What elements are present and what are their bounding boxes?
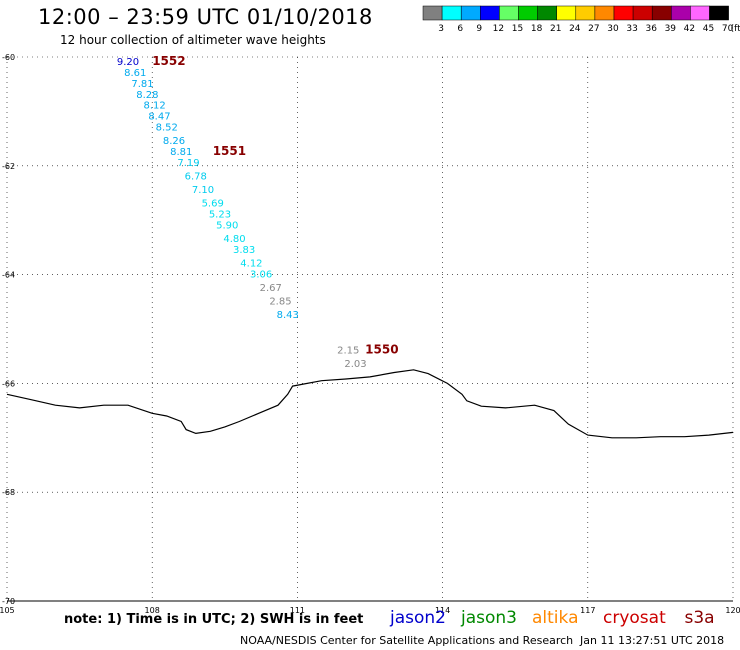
- wave-height-label: 4.80: [223, 234, 245, 245]
- legend-swatch: [480, 5, 500, 21]
- legend-label: 33: [626, 24, 637, 34]
- wave-height-label: 3.06: [250, 269, 272, 280]
- y-tick-label: -66: [2, 379, 15, 388]
- credit-text: NOAA/NESDIS Center for Satellite Applica…: [240, 634, 574, 647]
- wave-height-label: 8.47: [148, 112, 170, 123]
- legend-swatch: [499, 5, 519, 21]
- coastline: [6, 369, 734, 439]
- legend-label: 3: [438, 24, 444, 34]
- generated-timestamp: Jan 11 13:27:51 UTC 2018: [580, 634, 725, 647]
- legend-label: 70: [722, 24, 734, 34]
- wave-height-label: 8.28: [136, 90, 158, 101]
- wave-height-label: 9.20: [117, 57, 139, 68]
- wave-height-label: 8.61: [124, 68, 146, 79]
- satellite-altika: altika: [532, 608, 579, 628]
- wave-height-label: 8.26: [163, 136, 185, 147]
- legend-label: 15: [512, 24, 523, 34]
- x-tick-label: 105: [0, 606, 15, 615]
- legend-swatch: [518, 5, 538, 21]
- legend-swatch: [422, 5, 443, 21]
- pass-labels: 1552 1551 1550: [152, 54, 398, 356]
- y-tick-label: -64: [2, 271, 15, 280]
- satellite-jason2: jason2: [390, 608, 446, 628]
- wave-height-label: 7.10: [192, 185, 214, 196]
- map-title: 12:00 – 23:59 UTC 01/10/2018: [38, 5, 373, 29]
- legend-swatch: [690, 5, 710, 21]
- legend-label: 9: [476, 24, 482, 34]
- legend-swatch: [537, 5, 557, 21]
- legend-swatch: [709, 5, 729, 21]
- axis-labels: 105 108 111 114 117 120 -60 -62 -64 -66 -68 -70: [0, 53, 740, 615]
- legend-swatch: [594, 5, 615, 21]
- map-subtitle: 12 hour collection of altimeter wave hei…: [60, 33, 326, 47]
- wave-height-label: 8.81: [170, 147, 192, 158]
- y-tick-label: -60: [2, 53, 15, 62]
- wave-height-label: 2.15: [337, 345, 359, 356]
- wave-height-label: 2.85: [269, 297, 291, 308]
- wave-height-label: 7.19: [177, 158, 199, 169]
- legend-swatch: [556, 5, 577, 21]
- legend-swatch: [613, 5, 634, 21]
- wave-height-label: 2.67: [260, 283, 282, 294]
- legend-label: 39: [665, 24, 677, 34]
- legend-swatch: [632, 5, 653, 21]
- x-tick-label: 120: [725, 606, 740, 615]
- wave-height-label: 5.90: [216, 220, 238, 231]
- legend-label: 36: [645, 24, 657, 34]
- legend-label: 30: [607, 24, 619, 34]
- wave-height-label: 8.43: [277, 310, 299, 321]
- x-tick-label: 108: [145, 606, 160, 615]
- legend-label: 27: [588, 24, 599, 34]
- wave-height-label: 3.83: [233, 245, 255, 256]
- satellite-cryosat: cryosat: [603, 608, 666, 628]
- legend-swatch: [460, 5, 481, 21]
- x-tick-label: 114: [435, 606, 450, 615]
- wave-height-label: 5.23: [209, 209, 231, 220]
- wave-height-label: 6.78: [185, 171, 207, 182]
- legend-swatch: [651, 5, 672, 21]
- x-tick-label: 111: [290, 606, 305, 615]
- legend-swatch: [671, 5, 691, 21]
- legend-label: 42: [684, 24, 695, 34]
- legend-swatch: [575, 5, 596, 21]
- y-tick-label: -68: [2, 488, 15, 497]
- legend-label: 12: [493, 24, 504, 34]
- wave-height-labels: 9.208.617.818.288.128.478.52 8.268.817.19…: [117, 57, 367, 370]
- footer-note: note: 1) Time is in UTC; 2) SWH is in fe…: [64, 612, 364, 627]
- y-tick-label: -62: [2, 162, 15, 171]
- wave-height-label: 4.12: [240, 258, 262, 269]
- wave-height-label: 2.03: [344, 359, 366, 370]
- legend-label: 24: [569, 24, 581, 34]
- legend-label: 18: [531, 24, 543, 34]
- coastline-path: [6, 369, 734, 439]
- y-tick-label: -70: [2, 597, 15, 606]
- legend-label: 6: [457, 24, 463, 34]
- pass-label: 1551: [213, 144, 246, 158]
- wave-height-label: 8.12: [143, 101, 165, 112]
- wave-height-label: 8.52: [156, 122, 178, 133]
- x-tick-label: 117: [580, 606, 595, 615]
- lat-lon-grid: [6, 56, 734, 602]
- wave-height-label: 5.69: [202, 199, 224, 210]
- legend-label: 21: [550, 24, 561, 34]
- wave-height-label: 7.81: [131, 79, 153, 90]
- legend-swatch: [441, 5, 462, 21]
- legend-label: 45: [703, 24, 714, 34]
- satellite-s3a: s3a: [684, 608, 715, 628]
- legend-unit: (ft): [731, 24, 740, 34]
- satellite-jason3: jason3: [461, 608, 517, 628]
- pass-label: 1550: [365, 342, 398, 356]
- pass-label: 1552: [152, 54, 185, 68]
